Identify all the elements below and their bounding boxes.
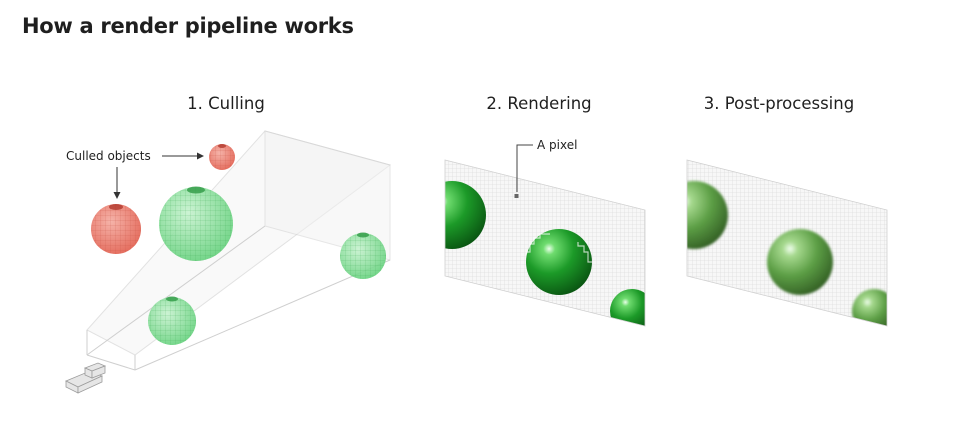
visible-sphere-bottom [148,296,196,345]
panel-title-culling: 1. Culling [187,94,265,113]
post-sphere-right [852,289,887,326]
visible-sphere-right [340,232,386,279]
panel-title-post-processing: 3. Post-processing [703,94,855,113]
pixel-pointer [514,144,533,198]
rendered-sphere-left [445,181,486,249]
camera-icon [65,362,107,394]
culled-sphere-large [91,204,141,254]
post-sphere-left [687,181,728,249]
post-sphere-center [767,229,833,295]
culled-objects-arrows [113,152,204,199]
visible-sphere-large [159,186,233,261]
post-processing-pixel-grid [686,159,888,327]
rendered-sphere-center [526,229,592,295]
rendering-pixel-grid [444,159,646,327]
rendered-sphere-right [610,289,645,326]
panel-title-rendering: 2. Rendering [486,94,592,113]
culled-objects-label: Culled objects [66,149,151,163]
culled-sphere-small [209,144,235,170]
pixel-label: A pixel [537,138,578,152]
page-title: How a render pipeline works [22,14,354,38]
